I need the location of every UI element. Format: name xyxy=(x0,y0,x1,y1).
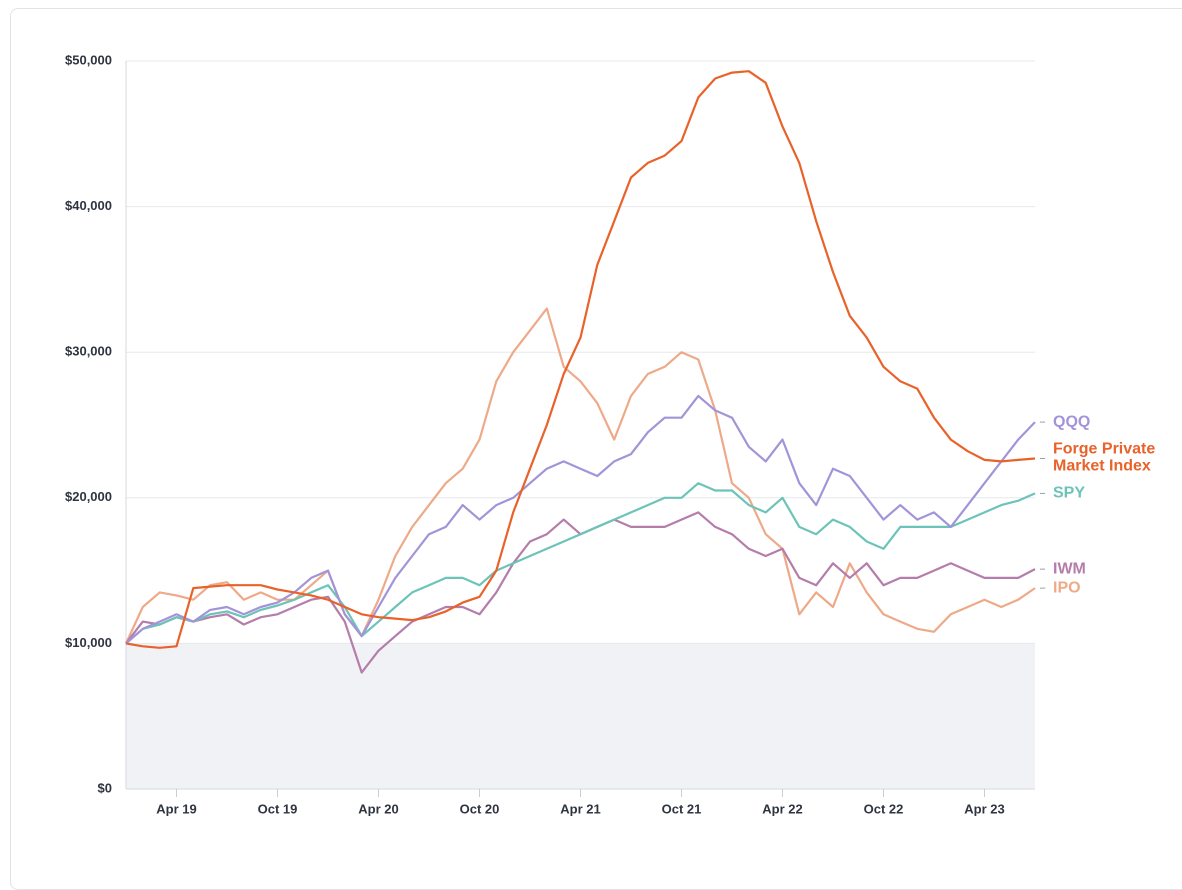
y-tick-label: $40,000 xyxy=(65,198,112,213)
x-tick-label: Apr 20 xyxy=(358,801,398,816)
series-line xyxy=(126,71,1035,648)
y-tick-label: $20,000 xyxy=(65,489,112,504)
chart: $0 $10,000 $20,000 $30,000 $40,000 $50,000 Apr… xyxy=(0,0,1182,862)
y-tick-label: $0 xyxy=(98,780,112,795)
series-line xyxy=(126,309,1035,644)
series-label: SPY xyxy=(1053,485,1085,502)
x-tick-label: Apr 19 xyxy=(156,801,196,816)
x-tick-label: Oct 21 xyxy=(662,801,702,816)
shaded-region xyxy=(126,643,1035,789)
series-label-line: Market Index xyxy=(1053,458,1151,475)
x-tick-label: Oct 19 xyxy=(258,801,298,816)
series-label: IWM xyxy=(1053,560,1086,577)
x-tick-label: Apr 23 xyxy=(964,801,1004,816)
y-tick-label: $50,000 xyxy=(65,52,112,67)
y-tick-label: $10,000 xyxy=(65,635,112,650)
x-tick-label: Oct 22 xyxy=(864,801,904,816)
series-label: IPO xyxy=(1053,579,1081,596)
series-label-line: Forge Private xyxy=(1053,441,1155,458)
x-tick-label: Oct 20 xyxy=(460,801,500,816)
x-tick-label: Apr 21 xyxy=(560,801,600,816)
y-tick-label: $30,000 xyxy=(65,344,112,359)
series-label: QQQ xyxy=(1053,413,1090,430)
series-line xyxy=(126,396,1035,644)
x-tick-label: Apr 22 xyxy=(762,801,802,816)
